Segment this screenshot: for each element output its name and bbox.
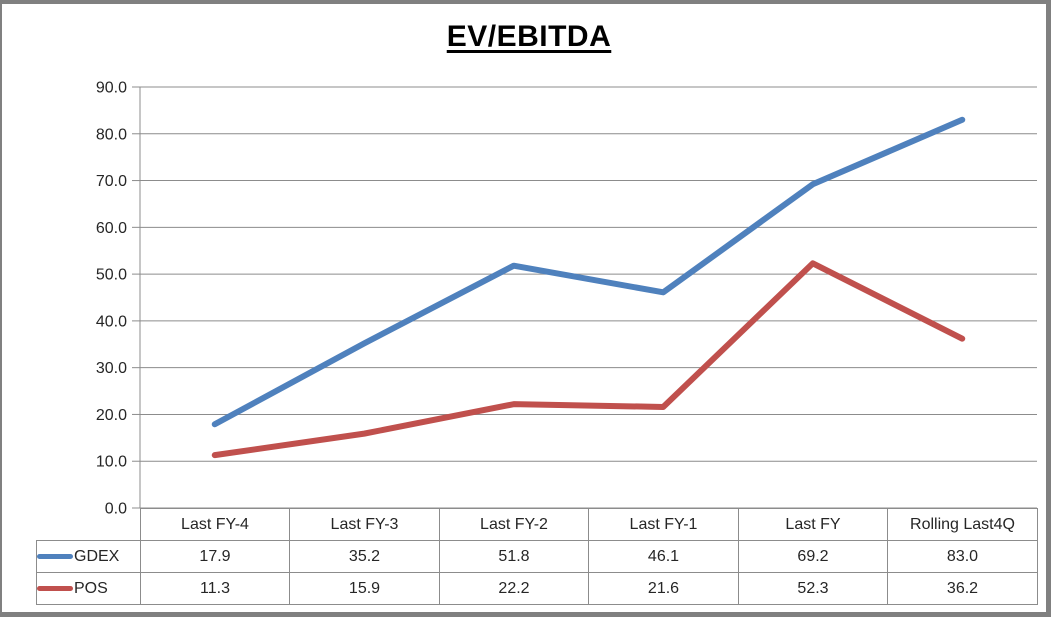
y-axis-label: 50.0 xyxy=(96,267,127,284)
y-axis-label: 10.0 xyxy=(96,454,127,471)
value-cell: 15.9 xyxy=(289,572,440,605)
y-axis-label: 90.0 xyxy=(96,80,127,97)
column-header: Last FY-2 xyxy=(439,508,589,541)
y-axis-label: 20.0 xyxy=(96,407,127,424)
table-corner-cell xyxy=(37,509,141,541)
value-cell: 17.9 xyxy=(140,540,290,573)
legend-label: POS xyxy=(74,579,108,597)
table-header-row: Last FY-4 Last FY-3 Last FY-2 Last FY-1 … xyxy=(37,508,1038,541)
column-header: Last FY-4 xyxy=(140,508,290,541)
y-axis-label: 30.0 xyxy=(96,360,127,377)
y-axis-label: 40.0 xyxy=(96,313,127,330)
table-row-gdex: GDEX 17.9 35.2 51.8 46.1 69.2 83.0 xyxy=(36,540,1038,573)
value-cell: 22.2 xyxy=(439,572,589,605)
legend-line-swatch-gdex xyxy=(37,554,73,559)
series-line-gdex[interactable] xyxy=(211,116,966,428)
column-header: Last FY-1 xyxy=(588,508,739,541)
value-cell: 69.2 xyxy=(738,540,888,573)
column-header: Last FY xyxy=(738,508,888,541)
value-cell: 83.0 xyxy=(887,540,1038,573)
legend-label: GDEX xyxy=(74,547,120,565)
column-header: Last FY-3 xyxy=(289,508,440,541)
y-axis-label: 70.0 xyxy=(96,173,127,190)
value-cell: 35.2 xyxy=(289,540,440,573)
value-cell: 21.6 xyxy=(588,572,739,605)
legend-line-swatch-pos xyxy=(37,586,73,591)
value-cell: 51.8 xyxy=(439,540,589,573)
legend-item-pos: POS xyxy=(36,572,141,605)
column-header: Rolling Last4Q xyxy=(887,508,1038,541)
table-row-pos: POS 11.3 15.9 22.2 21.6 52.3 36.2 xyxy=(36,572,1038,605)
y-axis-label: 60.0 xyxy=(96,220,127,237)
value-cell: 46.1 xyxy=(588,540,739,573)
legend-item-gdex: GDEX xyxy=(36,540,141,573)
value-cell: 52.3 xyxy=(738,572,888,605)
data-table: Last FY-4 Last FY-3 Last FY-2 Last FY-1 … xyxy=(36,508,1038,605)
y-axis-label: 0.0 xyxy=(105,501,127,518)
chart-title: EV/EBITDA xyxy=(446,20,612,53)
y-axis-label: 80.0 xyxy=(96,126,127,143)
value-cell: 36.2 xyxy=(887,572,1038,605)
series-line-pos[interactable] xyxy=(211,260,966,459)
value-cell: 11.3 xyxy=(140,572,290,605)
